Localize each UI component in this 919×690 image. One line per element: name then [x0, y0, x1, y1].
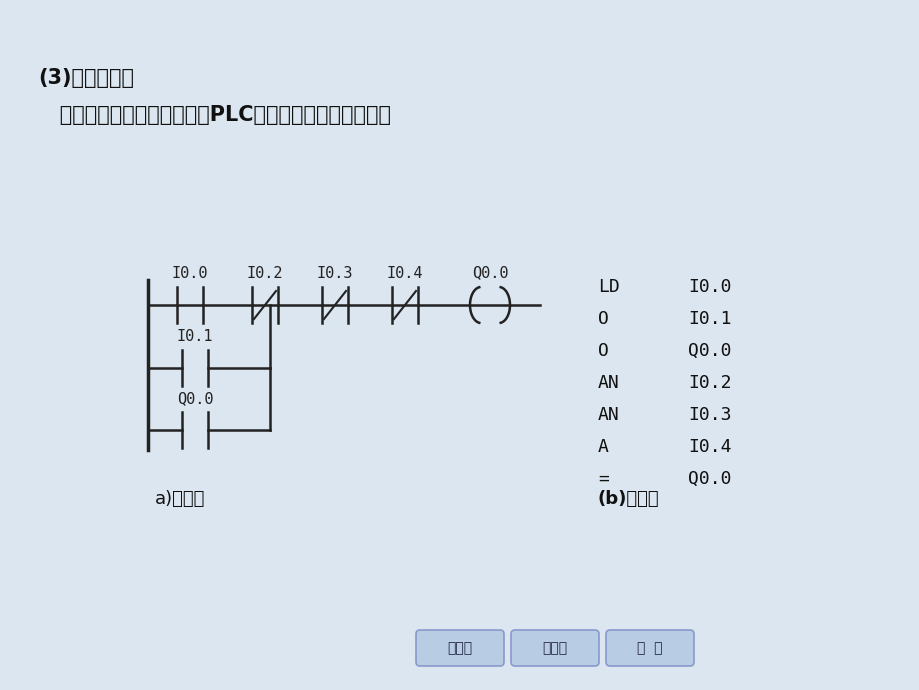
Text: LD: LD [597, 278, 619, 296]
Text: I0.1: I0.1 [176, 329, 213, 344]
Text: AN: AN [597, 406, 619, 424]
Text: Q0.0: Q0.0 [471, 265, 507, 280]
Text: I0.0: I0.0 [172, 266, 208, 281]
Text: Q0.0: Q0.0 [687, 342, 731, 360]
Text: 下一页: 下一页 [542, 641, 567, 655]
Text: I0.4: I0.4 [687, 438, 731, 456]
Text: a)梯形图: a)梯形图 [154, 490, 205, 508]
Text: Q0.0: Q0.0 [687, 470, 731, 488]
FancyBboxPatch shape [415, 630, 504, 666]
Text: A: A [597, 438, 608, 456]
Text: AN: AN [597, 374, 619, 392]
Text: I0.3: I0.3 [687, 406, 731, 424]
Text: Q0.0: Q0.0 [176, 391, 213, 406]
Text: (3)程序设计。: (3)程序设计。 [38, 68, 134, 88]
Text: =: = [597, 470, 608, 488]
Text: O: O [597, 342, 608, 360]
Text: I0.2: I0.2 [687, 374, 731, 392]
Text: I0.4: I0.4 [386, 266, 423, 281]
Text: O: O [597, 310, 608, 328]
Text: (b)语句表: (b)语句表 [597, 490, 659, 508]
Text: I0.1: I0.1 [687, 310, 731, 328]
Text: I0.2: I0.2 [246, 266, 283, 281]
FancyBboxPatch shape [606, 630, 693, 666]
Text: 退  出: 退 出 [637, 641, 662, 655]
Text: 三相异步电动机两地控制的PLC控制电路程序及语句表。: 三相异步电动机两地控制的PLC控制电路程序及语句表。 [38, 105, 391, 125]
Text: 上一页: 上一页 [447, 641, 472, 655]
Text: I0.3: I0.3 [316, 266, 353, 281]
Text: I0.0: I0.0 [687, 278, 731, 296]
FancyBboxPatch shape [510, 630, 598, 666]
